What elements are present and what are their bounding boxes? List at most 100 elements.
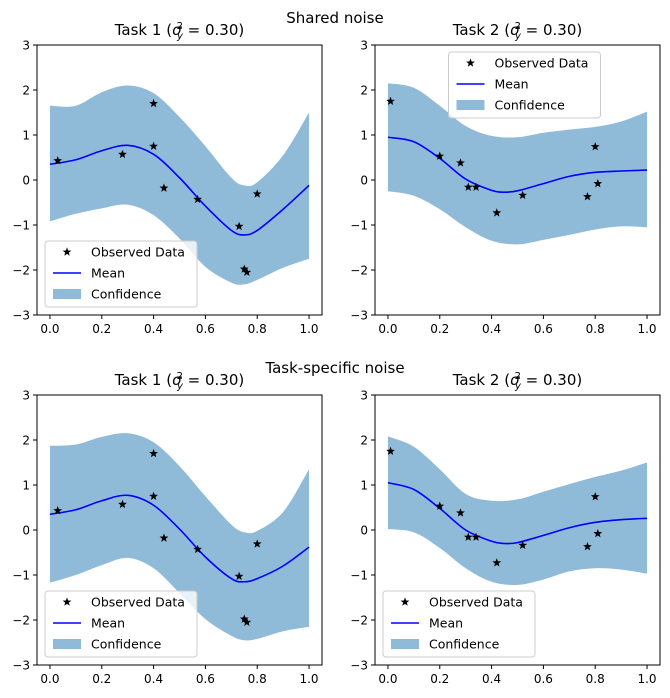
- legend-label-observed: Observed Data: [429, 595, 523, 610]
- y-tick-label: 1: [360, 129, 368, 143]
- observed-point: [252, 189, 262, 198]
- y-tick-label: 2: [22, 434, 30, 448]
- y-tick-label: 3: [22, 39, 30, 53]
- y-tick-label: −2: [350, 264, 368, 278]
- subplot-title: Task 2 (σ2 y = 0.30): [452, 371, 582, 392]
- y-tick-label: 0: [360, 174, 368, 188]
- y-tick-label: 1: [360, 479, 368, 493]
- legend-label-confidence: Confidence: [429, 637, 500, 652]
- legend-box: [448, 51, 601, 119]
- confidence-band: [387, 436, 648, 585]
- x-tick-label: 0.0: [378, 322, 397, 336]
- observed-point: [593, 179, 603, 188]
- y-tick-label: −3: [12, 309, 30, 323]
- observed-point: [149, 98, 158, 108]
- observed-point: [593, 529, 603, 538]
- x-tick-label: 0.6: [196, 672, 215, 686]
- observed-point: [492, 558, 502, 567]
- x-tick-label: 0.0: [378, 672, 397, 686]
- legend-label-mean: Mean: [91, 616, 125, 631]
- y-tick-label: −2: [350, 614, 368, 628]
- subplot-title: Task 2 (σ2 y = 0.30): [452, 21, 582, 42]
- legend-label-observed: Observed Data: [91, 245, 185, 260]
- observed-point: [583, 192, 592, 201]
- observed-point: [518, 540, 528, 550]
- y-tick-label: −1: [350, 219, 368, 233]
- observed-point: [492, 208, 502, 217]
- observed-point: [471, 182, 481, 191]
- legend-star-marker: [62, 597, 72, 606]
- observed-point: [193, 194, 203, 204]
- legend: Observed Data Mean Confidence: [382, 590, 536, 658]
- observed-point: [252, 539, 262, 548]
- x-tick-label: 0.8: [248, 672, 267, 686]
- observed-point: [456, 508, 465, 517]
- legend-label-observed: Observed Data: [91, 595, 185, 610]
- legend: Observed Data Mean Confidence: [44, 240, 198, 308]
- observed-point: [193, 544, 203, 554]
- y-tick-label: −1: [12, 569, 30, 583]
- observed-point: [456, 158, 465, 167]
- y-tick-label: −1: [12, 219, 30, 233]
- legend-star-marker: [466, 58, 475, 67]
- x-tick-label: 0.8: [248, 322, 267, 336]
- x-tick-label: 0.6: [534, 322, 553, 336]
- x-tick-label: 0.4: [144, 672, 163, 686]
- subplot-shared-task1: 0.0 0.2 0.4 0.6 0.8 1.0 −3 −2 −1 0 1 2 3 Task 1 (σ2 y …: [12, 21, 323, 336]
- y-tick-label: 2: [360, 434, 368, 448]
- y-tick-label: −3: [12, 659, 30, 673]
- section-title-task-specific: Task-specific noise: [265, 359, 405, 377]
- y-tick-label: 0: [22, 524, 30, 538]
- observed-point: [590, 142, 600, 151]
- y-tick-label: 3: [360, 389, 368, 403]
- x-tick-label: 0.4: [144, 322, 163, 336]
- legend-label-confidence: Confidence: [91, 287, 162, 302]
- observed-point: [583, 542, 592, 551]
- x-tick-label: 1.0: [637, 322, 656, 336]
- subplot-specific-task1: 0.0 0.2 0.4 0.6 0.8 1.0 −3 −2 −1 0 1 2 3 Task 1 (σ2 y …: [12, 371, 323, 686]
- observed-point: [386, 96, 395, 105]
- observed-point: [435, 501, 445, 510]
- observed-point: [149, 491, 158, 500]
- x-tick-label: 1.0: [637, 672, 656, 686]
- x-tick-label: 0.2: [92, 322, 111, 336]
- legend-confidence-swatch: [391, 639, 419, 649]
- x-tick-label: 1.0: [299, 672, 318, 686]
- observed-point: [234, 571, 244, 581]
- observed-point: [149, 448, 158, 458]
- subplot-title: Task 1 (σ2 y = 0.30): [114, 21, 244, 42]
- y-tick-label: 0: [360, 524, 368, 538]
- mean-line: [49, 144, 310, 236]
- confidence-band: [49, 433, 310, 641]
- y-tick-label: 3: [360, 39, 368, 53]
- x-tick-label: 0.4: [482, 322, 501, 336]
- legend-label-mean: Mean: [495, 77, 529, 92]
- observed-point: [242, 267, 252, 276]
- legend-confidence-swatch: [456, 100, 485, 110]
- x-tick-label: 0.4: [482, 672, 501, 686]
- observed-point: [118, 499, 127, 509]
- observed-point: [239, 614, 249, 623]
- observed-point: [590, 492, 600, 501]
- y-tick-label: −1: [350, 569, 368, 583]
- observed-point: [471, 532, 481, 541]
- observed-point: [118, 149, 127, 159]
- observed-point: [159, 183, 169, 192]
- legend-confidence-swatch: [53, 639, 81, 649]
- legend-label-confidence: Confidence: [91, 637, 162, 652]
- x-tick-label: 0.6: [534, 672, 553, 686]
- y-tick-label: 0: [22, 174, 30, 188]
- observed-point: [463, 532, 473, 541]
- x-tick-label: 0.8: [586, 672, 605, 686]
- y-tick-label: 1: [22, 129, 30, 143]
- legend-box: [382, 590, 536, 658]
- observed-point: [463, 182, 473, 191]
- observed-point: [239, 264, 249, 273]
- x-tick-label: 0.2: [92, 672, 111, 686]
- y-tick-label: 2: [22, 84, 30, 98]
- legend-confidence-swatch: [53, 289, 81, 299]
- observed-point: [435, 151, 445, 160]
- subplot-specific-task2: 0.0 0.2 0.4 0.6 0.8 1.0 −3 −2 −1 0 1 2 3 Task 2 (σ2 y …: [350, 371, 661, 686]
- section-title-shared: Shared noise: [286, 9, 384, 27]
